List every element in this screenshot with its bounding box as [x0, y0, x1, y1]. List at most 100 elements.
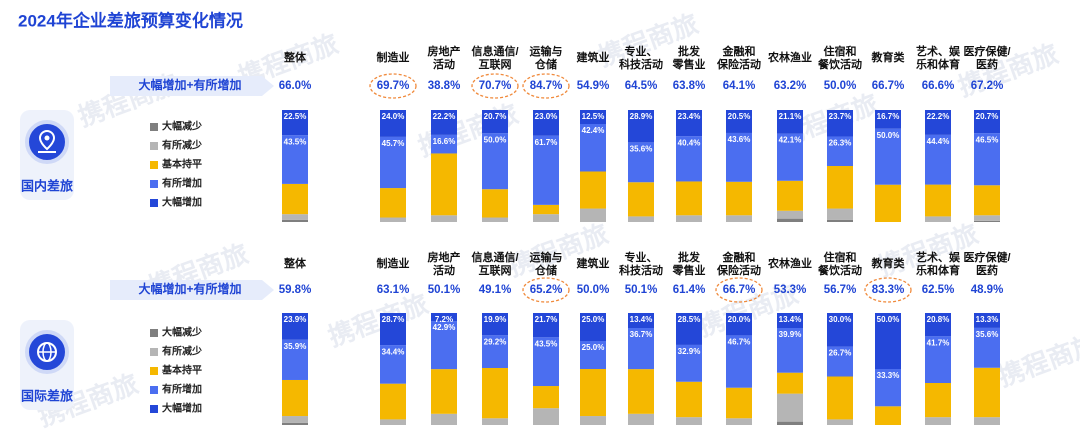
total-label: 50.0% — [824, 80, 857, 92]
bar-segment — [676, 136, 702, 182]
value-label: 32.9% — [678, 347, 701, 356]
value-label: 34.4% — [382, 347, 405, 356]
bar-segment — [974, 110, 1000, 134]
x-tick-label: 专业、 — [625, 44, 658, 58]
value-label: 50.0% — [877, 315, 900, 324]
bar-segment — [282, 135, 308, 184]
page-title: 2024年企业差旅预算变化情况 — [18, 10, 243, 30]
bar-segment — [580, 341, 606, 369]
value-label: 44.4% — [927, 137, 950, 146]
highlight-circle — [471, 73, 519, 99]
bar-segment — [875, 369, 901, 407]
x-tick-label: 医药 — [976, 263, 998, 277]
x-tick-label: 乐和体育 — [916, 263, 960, 277]
bar-segment — [777, 421, 803, 425]
bar-segment — [380, 217, 406, 222]
bar-segment — [726, 181, 752, 216]
value-label: 35.9% — [284, 342, 307, 351]
total-label: 59.8% — [279, 284, 312, 296]
total-label: 53.3% — [774, 284, 807, 296]
bar-segment — [533, 313, 559, 338]
bar-segment — [380, 313, 406, 346]
total-label: 56.7% — [824, 284, 857, 296]
bar-segment — [380, 110, 406, 137]
legend-swatch — [150, 142, 158, 150]
bar-segment — [777, 328, 803, 373]
domestic-icon: 国内差旅 — [20, 110, 74, 200]
bar-segment — [482, 110, 508, 134]
value-label: 42.1% — [779, 136, 802, 145]
legend-swatch — [150, 123, 158, 131]
bar-segment — [974, 220, 1000, 222]
total-label: 66.6% — [922, 80, 955, 92]
bar-segment — [482, 367, 508, 419]
bar-segment — [925, 336, 951, 383]
legend-swatch — [150, 386, 158, 394]
watermark: 携程商旅 — [994, 328, 1080, 392]
bar-segment — [282, 110, 308, 136]
value-label: 20.8% — [927, 315, 950, 324]
total-label: 49.1% — [479, 284, 512, 296]
bar-segment — [777, 313, 803, 329]
x-tick-label: 金融和 — [722, 44, 756, 58]
bar-segment — [974, 313, 1000, 328]
value-label: 22.2% — [927, 112, 950, 121]
x-tick-label: 金融和 — [722, 250, 756, 264]
x-tick-label: 信息通信/ — [471, 250, 518, 264]
value-label: 28.5% — [678, 315, 701, 324]
x-tick-label: 活动 — [433, 57, 455, 71]
bar-segment — [676, 381, 702, 418]
bar-segment — [533, 135, 559, 205]
value-label: 42.9% — [433, 323, 456, 332]
bar-segment — [925, 184, 951, 217]
bar-segment — [628, 369, 654, 414]
legend-label: 有所减少 — [162, 139, 202, 152]
value-label: 13.4% — [630, 315, 653, 324]
value-label: 13.4% — [779, 315, 802, 324]
x-tick-label: 整体 — [283, 256, 307, 270]
bar-segment — [482, 189, 508, 218]
bar-segment — [580, 313, 606, 341]
bar-segment — [676, 181, 702, 216]
total-label: 66.7% — [723, 284, 756, 296]
x-tick-label: 农林渔业 — [767, 50, 812, 64]
panel-title: 国际差旅 — [21, 388, 73, 403]
x-tick-label: 保险活动 — [716, 263, 761, 277]
value-label: 46.7% — [728, 338, 751, 347]
value-label: 35.6% — [630, 144, 653, 153]
value-label: 28.9% — [630, 112, 653, 121]
bar-segment — [380, 188, 406, 218]
bar-segment — [827, 346, 853, 377]
legend-label: 大幅减少 — [162, 326, 202, 339]
international-icon: 国际差旅 — [20, 320, 74, 410]
bar-segment — [974, 215, 1000, 221]
x-tick-label: 零售业 — [672, 57, 706, 71]
x-tick-label: 艺术、娱 — [916, 250, 961, 264]
bar-segment — [282, 313, 308, 340]
value-label: 21.1% — [779, 112, 802, 121]
bar-segment — [974, 417, 1000, 425]
value-label: 22.5% — [284, 112, 307, 121]
total-label: 66.0% — [279, 80, 312, 92]
value-label: 28.7% — [382, 315, 405, 324]
value-label: 25.0% — [582, 315, 605, 324]
watermark: 携程商旅 — [324, 288, 432, 352]
bar-segment — [827, 136, 853, 166]
bar-segment — [925, 313, 951, 337]
bar-segment — [431, 134, 457, 154]
x-tick-label: 建筑业 — [577, 50, 610, 64]
bar-segment — [726, 215, 752, 222]
value-label: 23.0% — [535, 112, 558, 121]
bar-segment — [974, 327, 1000, 368]
bar-segment — [875, 406, 901, 425]
summary-label: 大幅增加+有所增加 — [138, 281, 241, 296]
x-tick-label: 教育类 — [871, 256, 906, 270]
x-tick-label: 制造业 — [377, 50, 410, 64]
x-tick-label: 整体 — [283, 50, 307, 64]
bar-segment — [726, 335, 752, 388]
bar-segment — [676, 215, 702, 222]
legend-swatch — [150, 405, 158, 413]
bar-segment — [431, 110, 457, 135]
bar-segment — [676, 110, 702, 137]
bar-segment — [676, 313, 702, 345]
